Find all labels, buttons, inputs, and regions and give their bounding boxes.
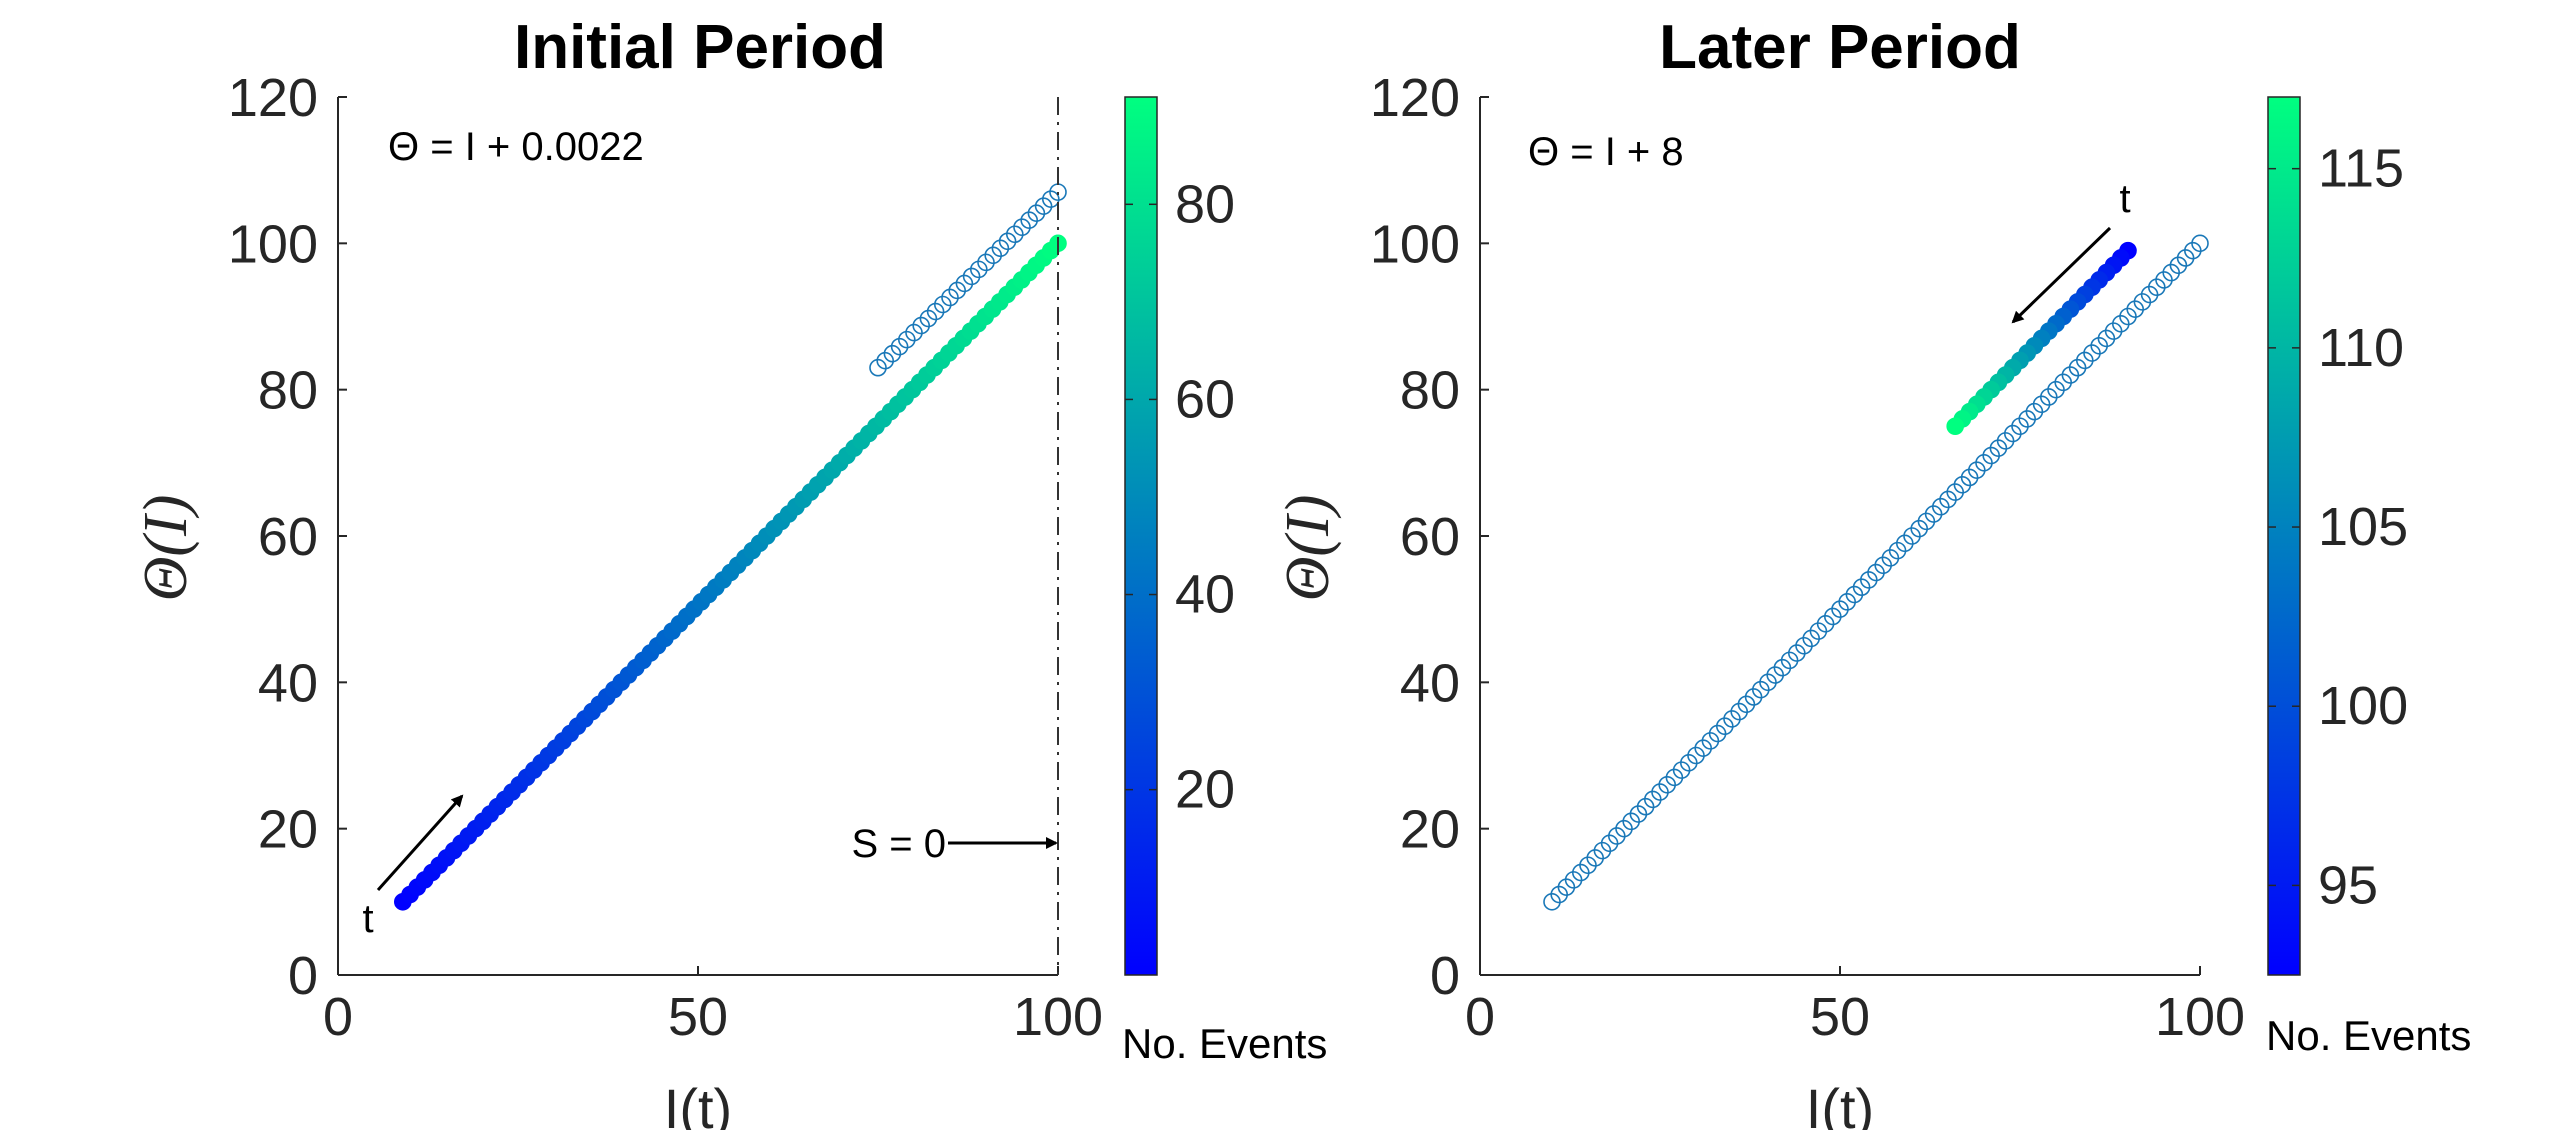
colorbar-tick-label: 40 [1175, 565, 1235, 625]
equation-label: Θ = I + 8 [1528, 130, 1684, 174]
y-axis-label: Θ(I) [132, 495, 200, 602]
data-points [1543, 234, 2209, 911]
equation-label: Θ = I + 0.0022 [388, 125, 644, 169]
x-axis-label: I(t) [1806, 1077, 1874, 1130]
colorbar: 20 40 60 80 [1124, 96, 1235, 976]
arrow-label: t [2119, 177, 2130, 221]
colorbar-tick-label: 110 [2318, 318, 2404, 378]
chart-title: Initial Period [514, 13, 886, 82]
y-tick-label: 80 [258, 361, 318, 421]
time-arrow [2011, 226, 2112, 324]
colorbar-tick-label: 20 [1175, 760, 1235, 820]
colorbar-tick-label: 100 [2318, 676, 2408, 736]
panel-later-period: Later Period 0 20 40 60 80 100 120 0 50 100 Θ = I… [1274, 13, 2471, 1130]
y-tick-label: 60 [258, 507, 318, 567]
arrow-label: t [362, 897, 373, 941]
panel-initial-period: Initial Period 0 20 40 60 80 100 120 0 50 100 Θ =… [132, 13, 1327, 1130]
colorbar-tick-label: 80 [1175, 174, 1235, 234]
time-arrow [376, 794, 464, 891]
x-tick-label: 100 [1013, 987, 1103, 1047]
x-axis-label: I(t) [664, 1077, 732, 1130]
colorbar: 95 100 105 110 115 [2267, 96, 2408, 976]
y-tick-label: 0 [288, 946, 318, 1006]
y-tick-label: 100 [228, 214, 318, 274]
boundary-label: S = 0 [851, 822, 946, 866]
y-tick-label: 120 [1370, 68, 1460, 128]
x-tick-label: 100 [2155, 987, 2245, 1047]
colorbar-tick-label: 95 [2318, 855, 2378, 915]
colorbar-tick-label: 105 [2318, 497, 2408, 557]
colorbar-gradient [2267, 96, 2301, 976]
chart-title: Later Period [1659, 13, 2021, 82]
colorbar-gradient [1124, 96, 1158, 976]
filled-point [1946, 417, 1964, 436]
y-tick-label: 40 [258, 653, 318, 713]
x-tick-label: 50 [1810, 987, 1870, 1047]
colorbar-tick-label: 115 [2318, 139, 2404, 199]
y-tick-label: 60 [1400, 507, 1460, 567]
y-axis-label: Θ(I) [1274, 495, 1342, 602]
y-tick-label: 100 [1370, 214, 1460, 274]
x-tick-label: 0 [1465, 987, 1495, 1047]
y-tick-label: 0 [1430, 946, 1460, 1006]
x-tick-label: 0 [323, 987, 353, 1047]
data-points [393, 183, 1067, 911]
axes: 0 20 40 60 80 100 120 0 50 100 [1370, 68, 2245, 1047]
colorbar-tick-label: 60 [1175, 369, 1235, 429]
open-point [2191, 234, 2209, 253]
y-tick-label: 120 [228, 68, 318, 128]
y-tick-label: 20 [1400, 800, 1460, 860]
axes: 0 20 40 60 80 100 120 0 50 100 [228, 68, 1103, 1047]
y-tick-label: 20 [258, 800, 318, 860]
y-tick-label: 40 [1400, 653, 1460, 713]
colorbar-label: No. Events [1122, 1020, 1327, 1067]
x-tick-label: 50 [668, 987, 728, 1047]
y-tick-label: 80 [1400, 361, 1460, 421]
colorbar-label: No. Events [2266, 1012, 2471, 1059]
